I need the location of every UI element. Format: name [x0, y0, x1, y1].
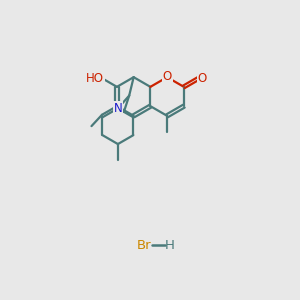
Text: HO: HO	[86, 72, 104, 85]
Text: O: O	[198, 72, 207, 85]
Text: Br: Br	[137, 238, 152, 252]
Text: N: N	[113, 102, 122, 115]
Text: H: H	[164, 238, 174, 252]
Text: O: O	[163, 70, 172, 83]
